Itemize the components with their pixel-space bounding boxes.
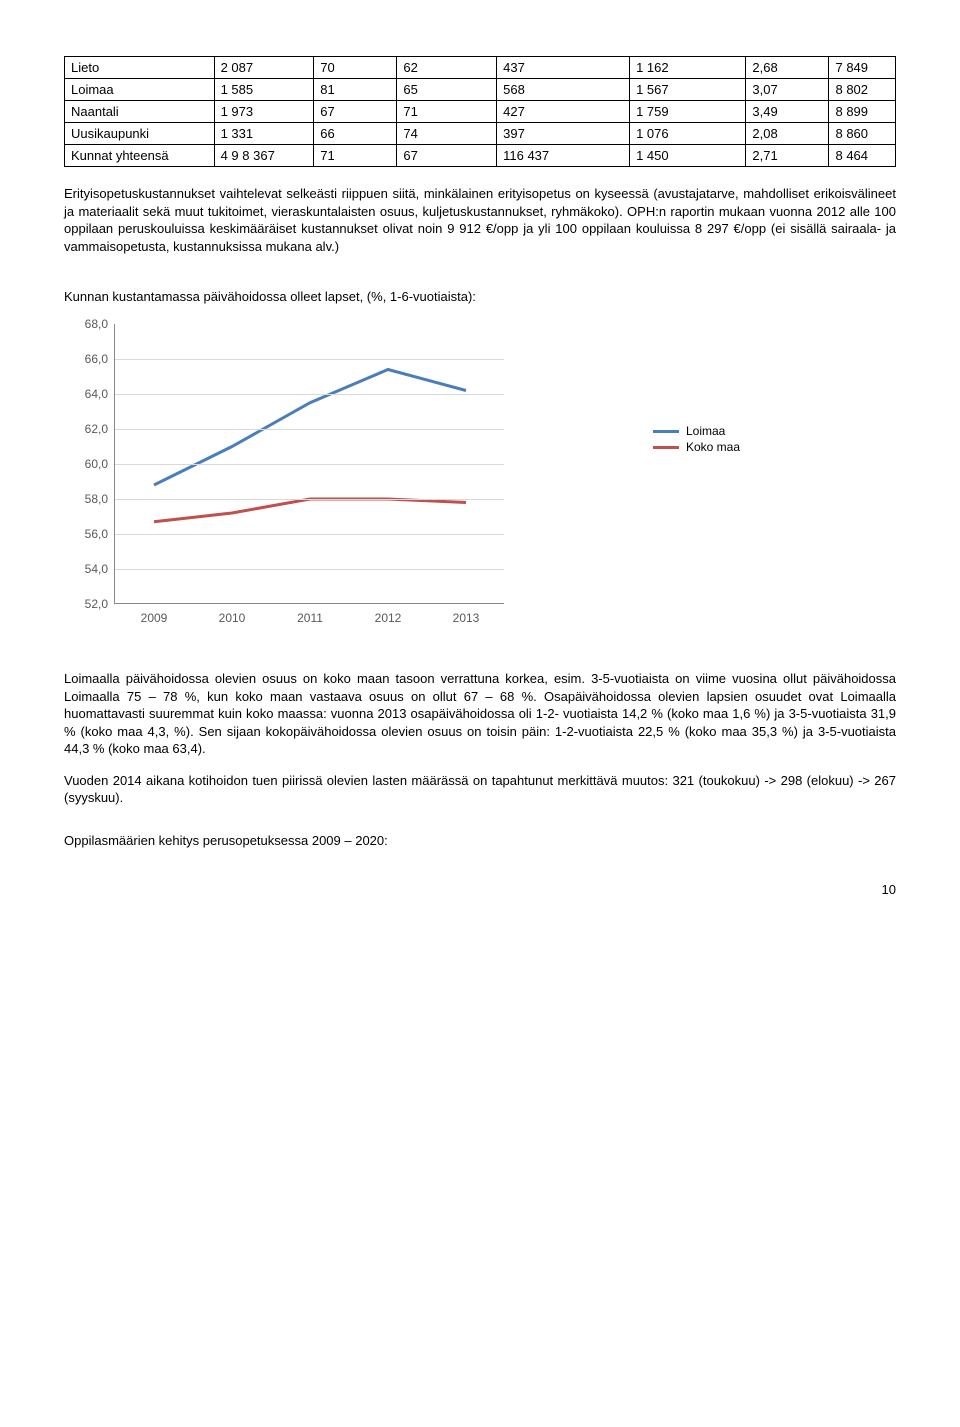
chart-y-tick-label: 58,0 <box>64 492 108 506</box>
table-cell: 116 437 <box>497 145 630 167</box>
chart-y-tick-label: 54,0 <box>64 562 108 576</box>
chart-x-tick-label: 2010 <box>219 611 246 625</box>
table-cell: 1 759 <box>630 101 746 123</box>
paragraph-homecare-support: Vuoden 2014 aikana kotihoidon tuen piiri… <box>64 772 896 807</box>
daycare-line-chart: 2009 2010 2011 2012 2013 52,0 54,0 56,0 58,0 60,… <box>64 314 624 634</box>
municipality-cost-table: Lieto2 08770624371 1622,687 849Loimaa1 5… <box>64 56 896 167</box>
table-cell: 65 <box>397 79 497 101</box>
table-cell: 1 450 <box>630 145 746 167</box>
chart-legend: Loimaa Koko maa <box>653 422 740 456</box>
table-cell: Lieto <box>65 57 215 79</box>
paragraph-special-education-costs: Erityisopetuskustannukset vaihtelevat se… <box>64 185 896 255</box>
table-cell: 67 <box>397 145 497 167</box>
table-cell: 1 973 <box>214 101 314 123</box>
table-cell: 2,71 <box>746 145 829 167</box>
legend-label: Koko maa <box>686 440 740 454</box>
table-cell: 1 567 <box>630 79 746 101</box>
chart-x-tick-label: 2011 <box>297 611 323 625</box>
table-cell: 74 <box>397 123 497 145</box>
chart-y-tick-label: 62,0 <box>64 422 108 436</box>
table-cell: 3,49 <box>746 101 829 123</box>
chart-y-tick-label: 68,0 <box>64 317 108 331</box>
chart-y-tick-label: 60,0 <box>64 457 108 471</box>
chart-heading-daycare: Kunnan kustantamassa päivähoidossa ollee… <box>64 289 896 304</box>
table-cell: 8 860 <box>829 123 896 145</box>
table-cell: 1 331 <box>214 123 314 145</box>
table-cell: 8 802 <box>829 79 896 101</box>
table-cell: 1 585 <box>214 79 314 101</box>
table-cell: 1 076 <box>630 123 746 145</box>
legend-swatch <box>653 446 679 449</box>
table-cell: 71 <box>397 101 497 123</box>
legend-label: Loimaa <box>686 424 725 438</box>
table-cell: 62 <box>397 57 497 79</box>
table-row: Loimaa1 58581655681 5673,078 802 <box>65 79 896 101</box>
table-cell: 427 <box>497 101 630 123</box>
table-row: Kunnat yhteensä4 9 8 3677167116 4371 450… <box>65 145 896 167</box>
table-cell: 81 <box>314 79 397 101</box>
table-cell: Loimaa <box>65 79 215 101</box>
table-cell: 2,68 <box>746 57 829 79</box>
table-cell: 3,07 <box>746 79 829 101</box>
legend-swatch <box>653 430 679 433</box>
chart-y-tick-label: 66,0 <box>64 352 108 366</box>
table-cell: 1 162 <box>630 57 746 79</box>
table-cell: Kunnat yhteensä <box>65 145 215 167</box>
legend-item: Koko maa <box>653 440 740 454</box>
chart-x-tick-label: 2012 <box>375 611 402 625</box>
paragraph-daycare-comparison: Loimaalla päivähoidossa olevien osuus on… <box>64 670 896 758</box>
chart-series-line <box>154 370 466 486</box>
chart-x-tick-label: 2013 <box>453 611 480 625</box>
table-cell: 437 <box>497 57 630 79</box>
chart-series-line <box>154 499 466 522</box>
table-cell: 397 <box>497 123 630 145</box>
chart-y-tick-label: 64,0 <box>64 387 108 401</box>
table-cell: 7 849 <box>829 57 896 79</box>
table-cell: 67 <box>314 101 397 123</box>
table-cell: 71 <box>314 145 397 167</box>
page-number: 10 <box>64 882 896 897</box>
table-row: Naantali1 97367714271 7593,498 899 <box>65 101 896 123</box>
chart-y-tick-label: 56,0 <box>64 527 108 541</box>
chart-y-tick-label: 52,0 <box>64 597 108 611</box>
table-cell: 70 <box>314 57 397 79</box>
table-cell: Uusikaupunki <box>65 123 215 145</box>
table-cell: 8 899 <box>829 101 896 123</box>
heading-pupil-counts: Oppilasmäärien kehitys perusopetuksessa … <box>64 833 896 848</box>
table-row: Lieto2 08770624371 1622,687 849 <box>65 57 896 79</box>
table-cell: Naantali <box>65 101 215 123</box>
table-cell: 66 <box>314 123 397 145</box>
table-cell: 2,08 <box>746 123 829 145</box>
table-row: Uusikaupunki1 33166743971 0762,088 860 <box>65 123 896 145</box>
table-cell: 4 9 8 367 <box>214 145 314 167</box>
table-cell: 2 087 <box>214 57 314 79</box>
table-cell: 568 <box>497 79 630 101</box>
table-cell: 8 464 <box>829 145 896 167</box>
chart-x-tick-label: 2009 <box>141 611 168 625</box>
legend-item: Loimaa <box>653 424 740 438</box>
